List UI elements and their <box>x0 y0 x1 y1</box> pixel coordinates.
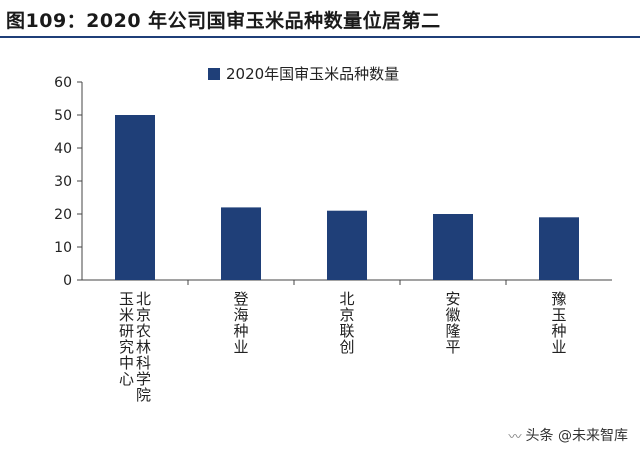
y-tick-label: 0 <box>63 273 72 289</box>
bar <box>115 115 155 280</box>
y-tick-label: 10 <box>54 240 72 256</box>
bar <box>433 214 473 280</box>
chart-header: 图109：2020 年公司国审玉米品种数量位居第二 <box>0 0 640 38</box>
title-underline <box>0 36 640 38</box>
y-tick-label: 40 <box>54 141 72 157</box>
watermark: 〰 头条 @未来智库 <box>509 425 628 445</box>
chart-title: 图109：2020 年公司国审玉米品种数量位居第二 <box>6 10 441 32</box>
y-tick-label: 20 <box>54 207 72 223</box>
legend-swatch <box>208 68 220 80</box>
x-tick-label: 登海种业 <box>233 290 248 356</box>
weibo-like-icon: 〰 <box>508 429 522 445</box>
x-tick-label: 北京农林科学院玉米研究中心 <box>119 290 151 404</box>
x-tick-label: 安徽隆平 <box>445 290 460 356</box>
y-tick-label: 50 <box>54 108 72 124</box>
y-tick-label: 60 <box>54 75 72 91</box>
bar <box>221 207 261 280</box>
y-tick-label: 30 <box>54 174 72 190</box>
watermark-text: 头条 @未来智库 <box>525 428 628 444</box>
legend-label: 2020年国审玉米品种数量 <box>226 65 399 83</box>
bar <box>327 210 367 280</box>
x-tick-label: 豫玉种业 <box>551 290 566 356</box>
bar-chart: 0 10 20 30 40 50 60 北京农林科学院玉米研究中心 登海种业 北京联创 安徽隆平 豫玉… <box>54 65 612 404</box>
x-tick-label: 北京联创 <box>339 290 354 356</box>
bar <box>539 217 579 280</box>
